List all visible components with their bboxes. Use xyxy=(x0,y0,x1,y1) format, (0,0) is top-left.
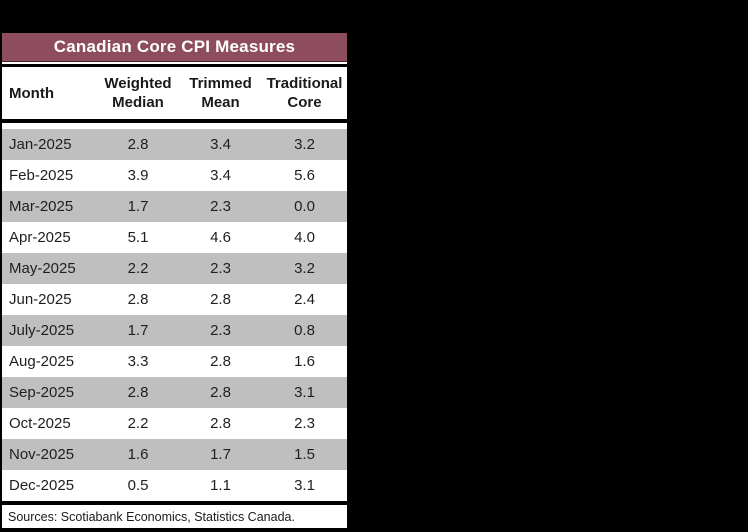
weighted-median-cell: 2.8 xyxy=(127,384,149,401)
traditional-core-cell: 5.6 xyxy=(294,167,315,184)
table-row: July-2025 1.7 2.3 0.8 xyxy=(2,315,347,346)
table-row: Nov-2025 1.6 1.7 1.5 xyxy=(2,439,347,470)
table-row: Sep-2025 2.8 2.8 3.1 xyxy=(2,377,347,408)
table-footer: Sources: Scotiabank Economics, Statistic… xyxy=(2,501,347,528)
traditional-core-cell: 3.2 xyxy=(294,136,315,153)
weighted-median-cell: 3.3 xyxy=(127,353,149,370)
month-cell: July-2025 xyxy=(9,322,75,339)
month-cell: Aug-2025 xyxy=(9,353,75,370)
month-cell: Nov-2025 xyxy=(9,446,75,463)
weighted-median-cell: 2.2 xyxy=(127,260,149,277)
table-row: Dec-2025 0.5 1.1 3.1 xyxy=(2,470,347,501)
table-row: Jun-2025 2.8 2.8 2.4 xyxy=(2,284,347,315)
month-cell: Sep-2025 xyxy=(9,384,75,401)
trimmed-mean-cell: 2.8 xyxy=(210,353,231,370)
traditional-core-cell: 1.5 xyxy=(294,446,315,463)
trimmed-mean-cell: 1.7 xyxy=(210,446,231,463)
header-body-spacer xyxy=(2,123,347,129)
traditional-core-cell: 4.0 xyxy=(294,229,315,246)
trimmed-mean-cell: 2.3 xyxy=(210,198,231,215)
month-cell: May-2025 xyxy=(9,260,76,277)
weighted-median-cell: 1.7 xyxy=(127,322,149,339)
column-header-weighted-median: Weighted Median xyxy=(104,75,172,111)
traditional-core-cell: 3.1 xyxy=(294,477,315,494)
traditional-core-cell: 2.4 xyxy=(294,291,315,308)
top-rule xyxy=(2,64,347,67)
trimmed-mean-cell: 3.4 xyxy=(210,136,231,153)
table-body: Jan-2025 2.8 3.4 3.2 Feb-2025 3.9 3.4 5.… xyxy=(2,129,347,501)
table-row: May-2025 2.2 2.3 3.2 xyxy=(2,253,347,284)
month-cell: Dec-2025 xyxy=(9,477,75,494)
trimmed-mean-cell: 4.6 xyxy=(210,229,231,246)
column-header-traditional-core: Traditional Core xyxy=(266,75,343,111)
month-cell: Mar-2025 xyxy=(9,198,74,215)
trimmed-mean-cell: 2.3 xyxy=(210,260,231,277)
weighted-median-cell: 1.7 xyxy=(127,198,149,215)
traditional-core-cell: 0.8 xyxy=(294,322,315,339)
weighted-median-cell: 3.9 xyxy=(127,167,149,184)
traditional-core-cell: 0.0 xyxy=(294,198,315,215)
column-header-month: Month xyxy=(9,84,54,102)
title-separator-gap xyxy=(2,62,347,64)
traditional-core-cell: 3.2 xyxy=(294,260,315,277)
weighted-median-cell: 0.5 xyxy=(127,477,149,494)
table-row: Mar-2025 1.7 2.3 0.0 xyxy=(2,191,347,222)
month-cell: Jan-2025 xyxy=(9,136,72,153)
trimmed-mean-cell: 3.4 xyxy=(210,167,231,184)
trimmed-mean-cell: 1.1 xyxy=(210,477,231,494)
weighted-median-cell: 5.1 xyxy=(127,229,149,246)
trimmed-mean-cell: 2.3 xyxy=(210,322,231,339)
month-cell: Feb-2025 xyxy=(9,167,74,184)
table-title-bar: Canadian Core CPI Measures xyxy=(2,33,347,62)
table-header-row: Month Weighted Median Trimmed Mean Tradi… xyxy=(2,67,347,123)
table-row: Aug-2025 3.3 2.8 1.6 xyxy=(2,346,347,377)
weighted-median-cell: 2.2 xyxy=(127,415,149,432)
traditional-core-cell: 3.1 xyxy=(294,384,315,401)
month-cell: Jun-2025 xyxy=(9,291,72,308)
trimmed-mean-cell: 2.8 xyxy=(210,415,231,432)
table-row: Oct-2025 2.2 2.8 2.3 xyxy=(2,408,347,439)
month-cell: Oct-2025 xyxy=(9,415,71,432)
traditional-core-cell: 1.6 xyxy=(294,353,315,370)
trimmed-mean-cell: 2.8 xyxy=(210,384,231,401)
weighted-median-cell: 2.8 xyxy=(127,136,149,153)
weighted-median-cell: 2.8 xyxy=(127,291,149,308)
table-row: Feb-2025 3.9 3.4 5.6 xyxy=(2,160,347,191)
traditional-core-cell: 2.3 xyxy=(294,415,315,432)
table-row: Apr-2025 5.1 4.6 4.0 xyxy=(2,222,347,253)
table-row: Jan-2025 2.8 3.4 3.2 xyxy=(2,129,347,160)
column-header-trimmed-mean: Trimmed Mean xyxy=(189,75,252,111)
cpi-table-card: Canadian Core CPI Measures Month Weighte… xyxy=(0,33,349,532)
table-title: Canadian Core CPI Measures xyxy=(53,37,296,56)
weighted-median-cell: 1.6 xyxy=(127,446,149,463)
month-cell: Apr-2025 xyxy=(9,229,71,246)
sources-note: Sources: Scotiabank Economics, Statistic… xyxy=(8,509,295,524)
trimmed-mean-cell: 2.8 xyxy=(210,291,231,308)
